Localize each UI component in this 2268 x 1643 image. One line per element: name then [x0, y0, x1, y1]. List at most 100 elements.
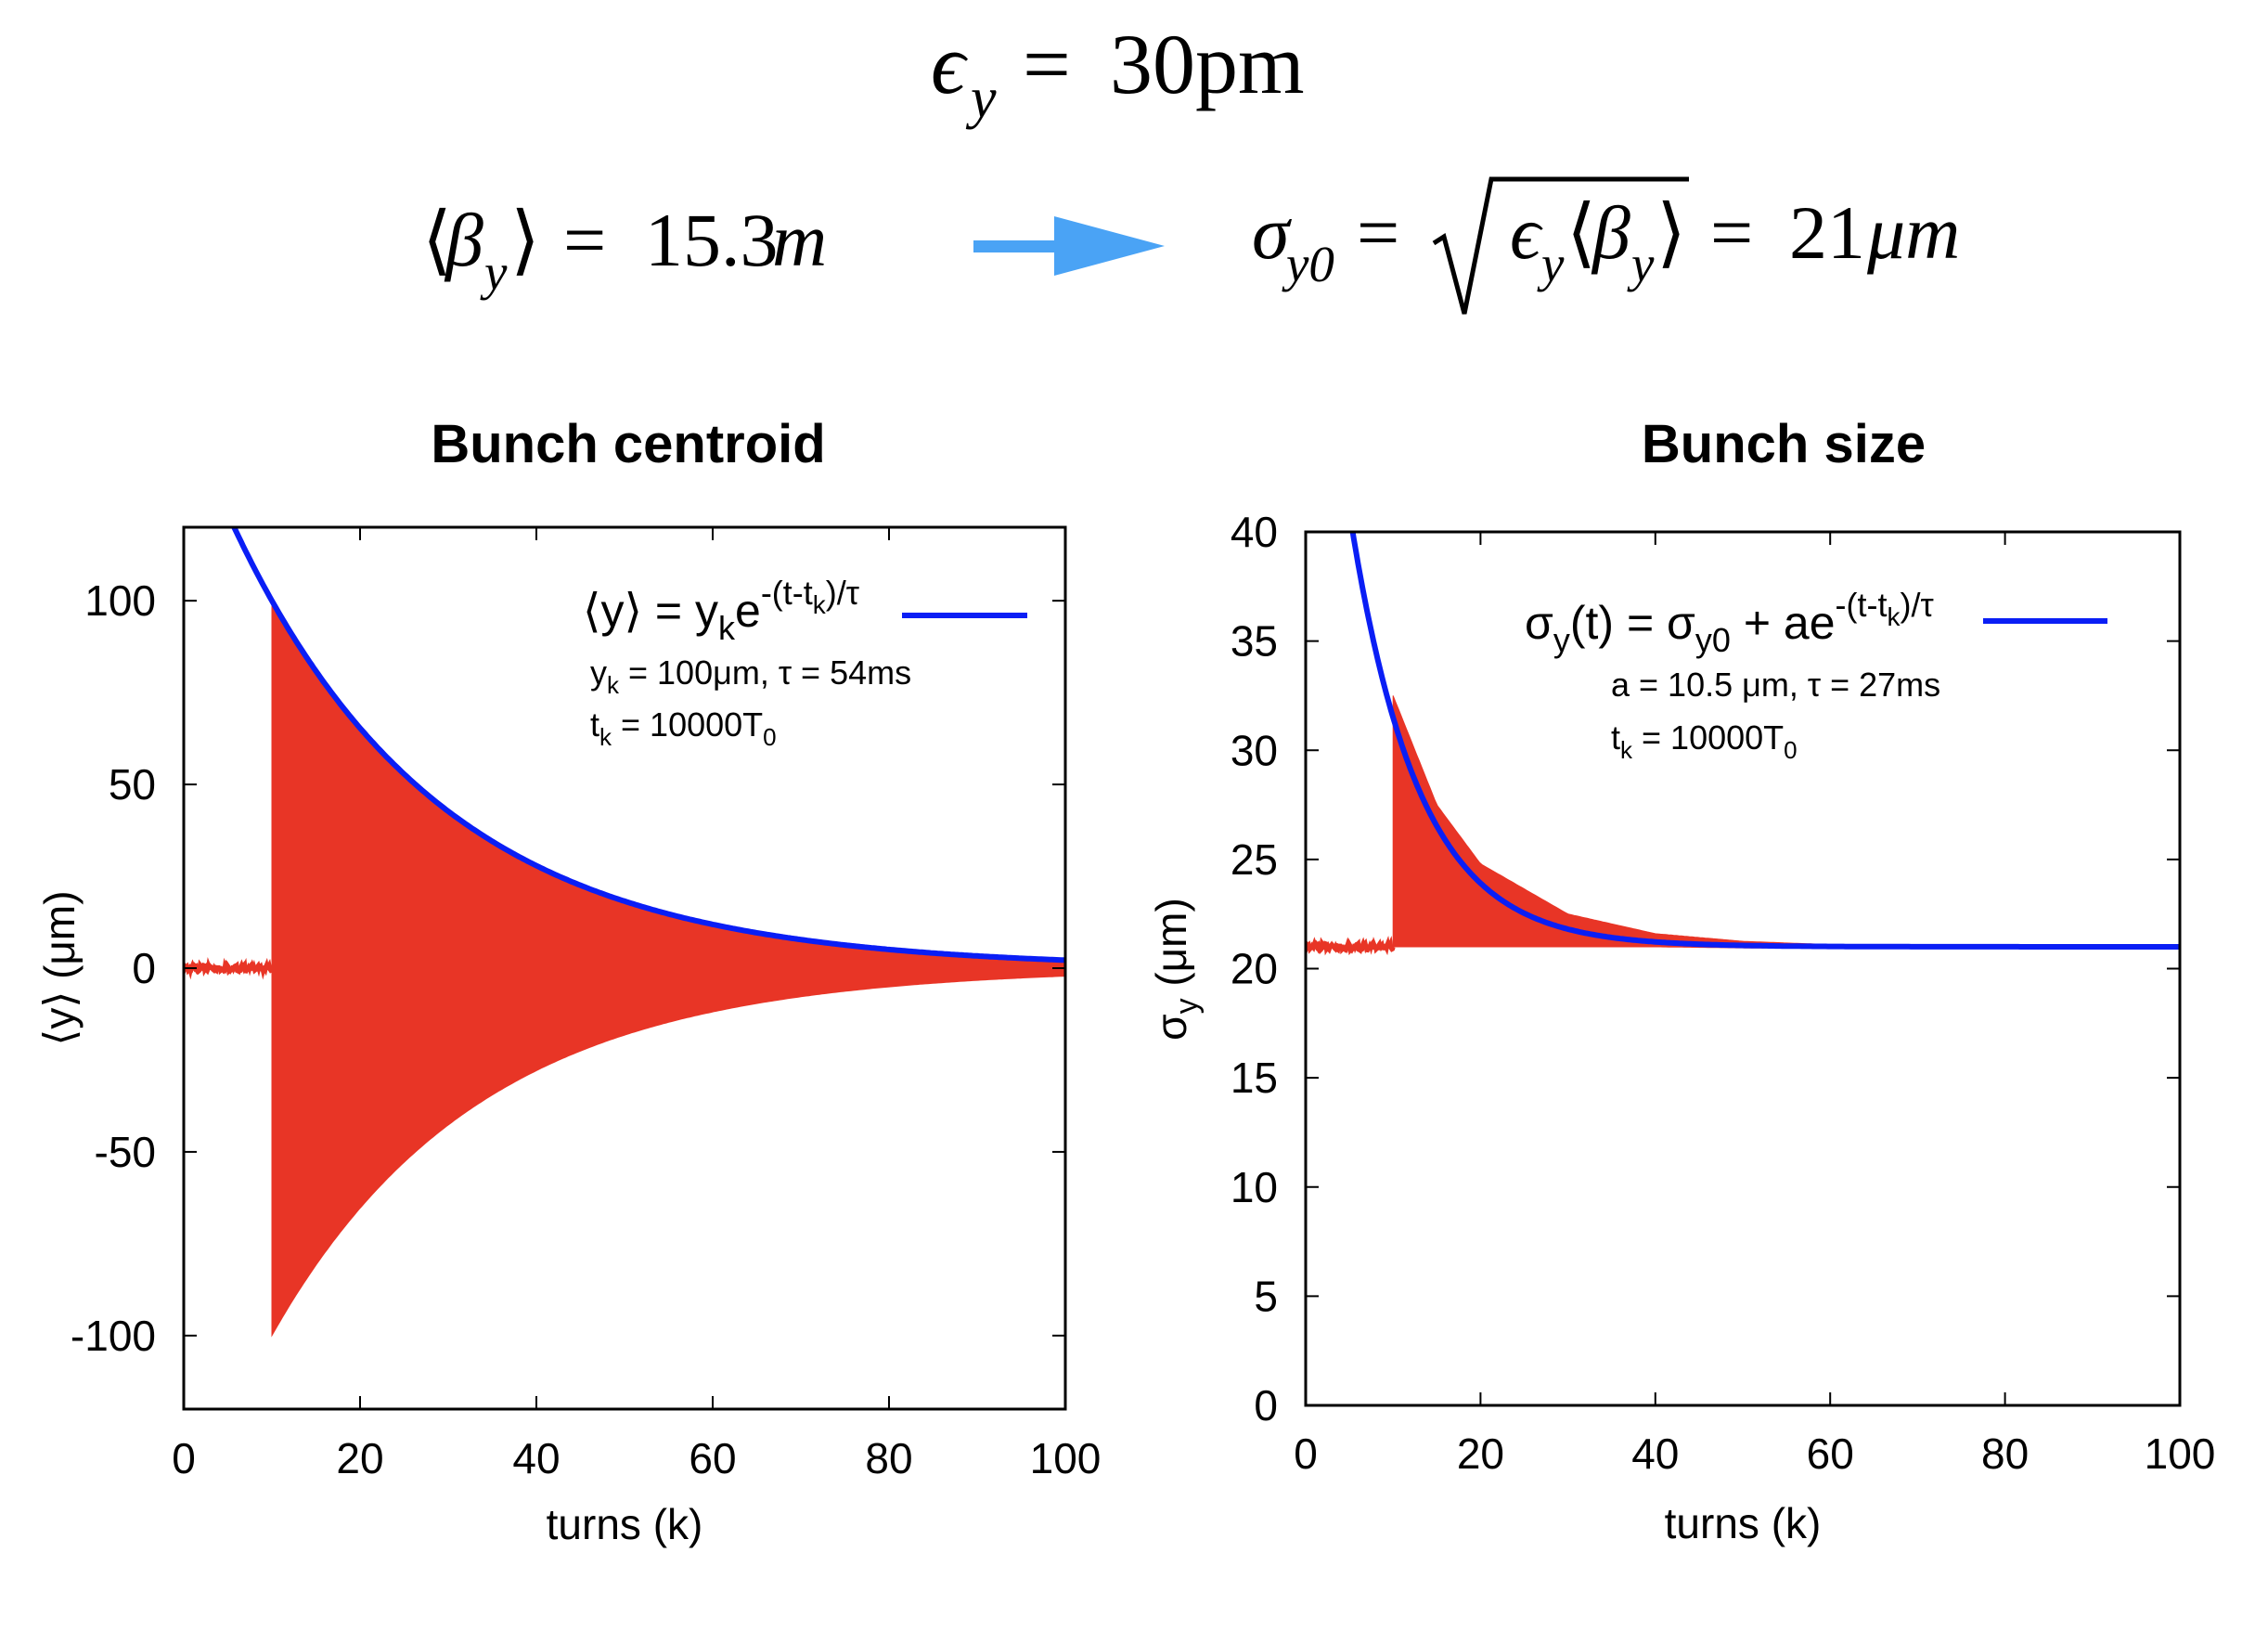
radicand-beta-subscript: y [1627, 236, 1655, 292]
param1-a: y [590, 653, 607, 692]
radicand-close-bracket: ⟩ [1656, 190, 1686, 275]
param2-b: = 10000T [612, 705, 763, 744]
sparam2-a: t [1611, 718, 1620, 757]
fit-curve [230, 527, 1065, 964]
param2-a: t [590, 705, 599, 744]
size-plot: 0 20 40 60 80 100 0 5 10 15 20 25 30 35 40 turns (k) σ… [1147, 508, 2216, 1547]
legend-fit-sub: k [718, 609, 736, 647]
centroid-tick-labels: 0 20 40 60 80 100 -100 -50 0 50 100 [71, 576, 1101, 1482]
sigma-symbol: σ [1252, 190, 1293, 275]
emittance-equals: = [1023, 17, 1071, 111]
y-tick-label: -50 [95, 1128, 156, 1176]
centroid-legend-params-2: tk = 10000T0 [590, 705, 777, 751]
legend-sigma: σ [1525, 597, 1553, 649]
chart-title-size: Bunch size [1642, 414, 1926, 474]
legend-sub2: y0 [1695, 621, 1731, 659]
x-tick-label: 80 [865, 1434, 912, 1482]
arrow-right-icon [973, 216, 1165, 276]
size-legend-fit-label: σy(t) = σy0 + ae-(t-tk)/τ [1525, 586, 1934, 659]
size-axis-ticks [1306, 532, 2180, 1405]
sparam2-b: = 10000T [1632, 718, 1784, 757]
legend-b: (t) = σ [1570, 597, 1695, 649]
centroid-legend-fit-label: ⟨y⟩ = yke-(t-tk)/τ [583, 574, 859, 647]
beta-equals: = [563, 198, 606, 282]
sigma-equals-2: = [1710, 190, 1753, 275]
legend-fit-sup-b: )/τ [826, 574, 859, 612]
x-tick-label: 20 [336, 1434, 383, 1482]
size-tick-labels: 0 20 40 60 80 100 0 5 10 15 20 25 30 35 40 [1231, 508, 2216, 1478]
radicand-open-bracket: ⟨ [1566, 190, 1596, 275]
legend-c: + ae [1731, 597, 1836, 649]
param2-sub2: 0 [763, 723, 776, 751]
fit-curve [1349, 532, 2180, 950]
radicand-epsilon-subscript: y [1537, 236, 1565, 292]
sparam2-sub2: 0 [1784, 736, 1797, 764]
y-tick-label: -100 [71, 1312, 156, 1360]
size-legend-params-1: a = 10.5 μm, τ = 27ms [1611, 666, 1940, 704]
legend-fit-sup-a: -(t-t [761, 574, 813, 612]
emittance-value: 30pm [1110, 17, 1305, 111]
y-tick-label: 50 [109, 760, 156, 809]
y-tick-label: 40 [1231, 508, 1278, 556]
legend-sup-sub: k [1888, 602, 1901, 631]
sigma-subscript: y0 [1282, 236, 1334, 292]
centroid-plot: 0 20 40 60 80 100 -100 -50 0 50 100 turns (k) ⟨y⟩ … [35, 525, 1101, 1548]
ylabel-sub: y [1169, 998, 1205, 1014]
centroid-legend-params-1: yk = 100μm, τ = 54ms [590, 653, 911, 699]
chart-title-centroid: Bunch centroid [431, 414, 825, 474]
beta-open-bracket: ⟨ [422, 198, 452, 282]
emittance-subscript: y [965, 67, 997, 130]
legend-sup-a: -(t-t [1836, 586, 1888, 624]
emittance-symbol: ϵ [931, 17, 969, 111]
y-tick-label: 20 [1231, 945, 1278, 993]
sparam2-sub: k [1620, 736, 1633, 764]
size-plot-frame [1304, 530, 2182, 1407]
centroid-plot-area [184, 527, 1065, 1338]
sigma-equals: = [1357, 190, 1399, 275]
sigma-unit: μm [1866, 190, 1960, 275]
legend-fit-sup-sub: k [813, 590, 827, 619]
x-tick-label: 0 [172, 1434, 196, 1482]
beta-symbol: β [444, 198, 483, 282]
sigma-formula: σ y0 = ϵ y ⟨ β y ⟩ = 21 μm [1252, 176, 1960, 315]
param1-sub: k [607, 671, 620, 699]
legend-fit-e: e [735, 585, 761, 637]
x-tick-label: 0 [1294, 1430, 1318, 1478]
centroid-plot-frame [182, 525, 1067, 1411]
y-tick-label: 100 [84, 576, 156, 625]
centroid-axis-ticks [184, 527, 1065, 1409]
y-tick-label: 35 [1231, 617, 1278, 666]
x-tick-label: 100 [1030, 1434, 1102, 1482]
x-tick-label: 40 [1631, 1430, 1679, 1478]
beta-close-bracket: ⟩ [510, 198, 540, 282]
size-plot-area [1306, 532, 2180, 956]
y-tick-label: 25 [1231, 835, 1278, 884]
pre-kick-trace [1306, 935, 1396, 956]
y-tick-label: 10 [1231, 1163, 1278, 1211]
centroid-x-axis-label: turns (k) [547, 1500, 703, 1548]
beta-unit: m [772, 198, 827, 282]
sqrt-radical [1432, 176, 1689, 315]
y-tick-label: 30 [1231, 726, 1278, 774]
beta-value: 15.3 [645, 198, 779, 282]
x-tick-label: 40 [512, 1434, 560, 1482]
y-tick-label: 0 [1254, 1381, 1278, 1430]
radicand-epsilon: ϵ [1510, 190, 1543, 275]
legend-sub1: y [1553, 621, 1570, 659]
arrow-head [1054, 216, 1165, 276]
radicand-beta: β [1591, 190, 1630, 275]
ylabel-unit: (μm) [1147, 898, 1195, 998]
x-tick-label: 20 [1457, 1430, 1504, 1478]
x-tick-label: 60 [1807, 1430, 1854, 1478]
emittance-formula: ϵ y = 30pm [931, 17, 1305, 130]
ylabel-sigma: σ [1147, 1014, 1195, 1040]
param1-b: = 100μm, τ = 54ms [619, 653, 911, 692]
arrow-shaft [973, 240, 1055, 252]
beta-subscript: y [480, 244, 508, 301]
x-tick-label: 80 [1981, 1430, 2029, 1478]
centroid-legend: ⟨y⟩ = yke-(t-tk)/τ yk = 100μm, τ = 54ms … [583, 574, 1027, 751]
legend-sup-b: )/τ [1901, 586, 1934, 624]
size-y-axis-label: σy (μm) [1147, 898, 1205, 1041]
size-legend-params-2: tk = 10000T0 [1611, 718, 1798, 764]
